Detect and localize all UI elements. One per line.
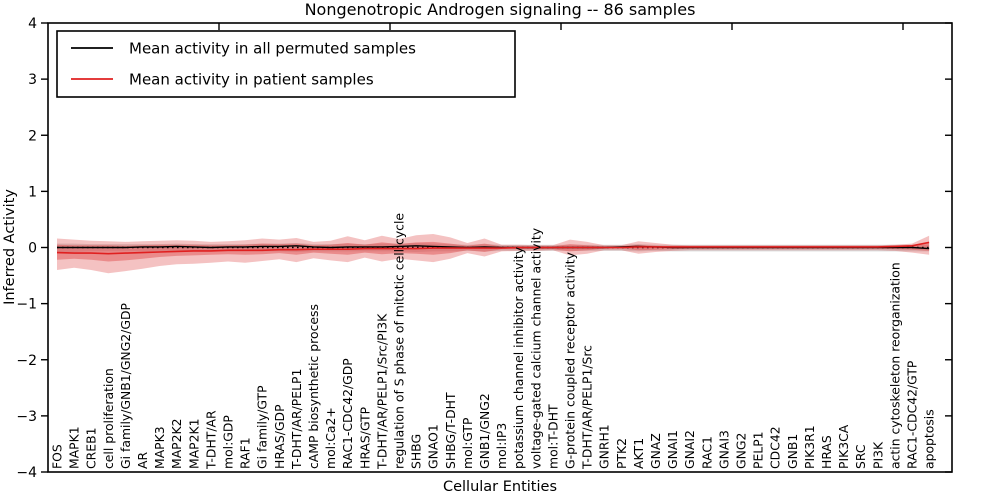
- x-tick-label: SHBG/T-DHT: [443, 392, 458, 469]
- y-tick-label: −4: [16, 465, 37, 481]
- y-tick-label: 1: [28, 184, 37, 200]
- legend-label: Mean activity in patient samples: [129, 71, 374, 89]
- x-tick-label: GNG2: [734, 433, 749, 469]
- x-tick-label: mol:IP3: [494, 423, 509, 469]
- y-tick-label: −2: [16, 353, 37, 369]
- x-tick-label: GNAO1: [426, 424, 441, 469]
- x-tick-label: PIK3CA: [836, 424, 851, 469]
- x-tick-label: regulation of S phase of mitotic cell cy…: [392, 213, 407, 469]
- x-tick-label: PELP1: [751, 431, 766, 469]
- x-axis-label: Cellular Entities: [443, 479, 557, 495]
- x-tick-label: MAP2K2: [169, 418, 184, 469]
- x-tick-label: GNAI3: [716, 430, 731, 469]
- y-axis-label: Inferred Activity: [2, 189, 18, 305]
- x-tick-label: AKT1: [631, 438, 646, 469]
- x-tick-label: Gi family/GNB1/GNG2/GDP: [118, 302, 133, 469]
- x-tick-label: MAPK3: [152, 426, 167, 469]
- y-tick-label: 2: [28, 128, 37, 144]
- x-tick-label: potassium channel inhibitor activity: [511, 247, 526, 469]
- x-tick-label: T-DHT/AR: [203, 410, 218, 470]
- x-tick-label: CDC42: [768, 426, 783, 469]
- chart-title: Nongenotropic Androgen signaling -- 86 s…: [305, 0, 696, 19]
- x-tick-label: GNB1: [785, 434, 800, 469]
- y-tick-label: 3: [28, 72, 37, 88]
- x-tick-label: apoptosis: [922, 409, 937, 469]
- x-tick-label: cell proliferation: [101, 368, 116, 469]
- patient-mean-line: [56, 241, 930, 255]
- x-tick-label: CREB1: [84, 428, 99, 469]
- legend-box: [56, 30, 516, 98]
- patient-outer-band: [57, 234, 930, 274]
- x-tick-label: GNAZ: [648, 433, 663, 469]
- x-tick-label: T-DHT/AR/PELP1/Src: [580, 345, 595, 470]
- x-tick-label: GNAI1: [665, 430, 680, 469]
- x-tick-label: mol:GTP: [460, 417, 475, 469]
- x-tick-label: GNAI2: [682, 430, 697, 469]
- x-tick-label: mol:T-DHT: [545, 404, 560, 469]
- x-tick-label: T-DHT/AR/PELP1: [289, 369, 304, 470]
- y-tick-label: 4: [28, 16, 37, 32]
- x-tick-label: PIK3R1: [802, 425, 817, 469]
- x-tick-label: HRAS/GTP: [357, 406, 372, 469]
- x-tick-label: cAMP biosynthetic process: [306, 304, 321, 469]
- y-tick-label: −1: [16, 297, 37, 313]
- legend-label: Mean activity in all permuted samples: [129, 40, 416, 58]
- x-tick-label: FOS: [50, 444, 65, 469]
- x-tick-label: mol:Ca2+: [323, 407, 338, 469]
- x-tick-label: PTK2: [614, 438, 629, 469]
- x-tick-label: PI3K: [870, 441, 885, 469]
- x-tick-label: RAC1-CDC42/GDP: [340, 358, 355, 469]
- y-tick-label: −3: [16, 409, 37, 425]
- x-tick-label: RAC1-CDC42/GTP: [905, 360, 920, 469]
- x-tick-label: GNRH1: [597, 424, 612, 469]
- x-tick-label: T-DHT/AR/PELP1/Src/PI3K: [374, 313, 389, 470]
- x-tick-label: RAF1: [238, 437, 253, 469]
- x-tick-label: G-protein coupled receptor activity: [563, 252, 578, 469]
- x-tick-label: MAP2K1: [186, 418, 201, 469]
- x-tick-label: AR: [135, 452, 150, 469]
- x-tick-label: SRC: [853, 444, 868, 469]
- x-tick-label: mol:GDP: [221, 415, 236, 469]
- x-tick-label: MAPK1: [67, 426, 82, 469]
- x-tick-label: HRAS: [819, 435, 834, 469]
- x-tick-label: Gi family/GTP: [255, 385, 270, 469]
- x-tick-label: actin cytoskeleton reorganization: [887, 262, 902, 469]
- x-tick-label: HRAS/GDP: [272, 404, 287, 469]
- x-tick-label: voltage-gated calcium channel activity: [528, 228, 543, 469]
- y-tick-label: 0: [28, 241, 37, 257]
- x-tick-label: RAC1: [699, 436, 714, 469]
- x-tick-label: SHBG: [409, 434, 424, 469]
- x-tick-label: GNB1/GNG2: [477, 393, 492, 469]
